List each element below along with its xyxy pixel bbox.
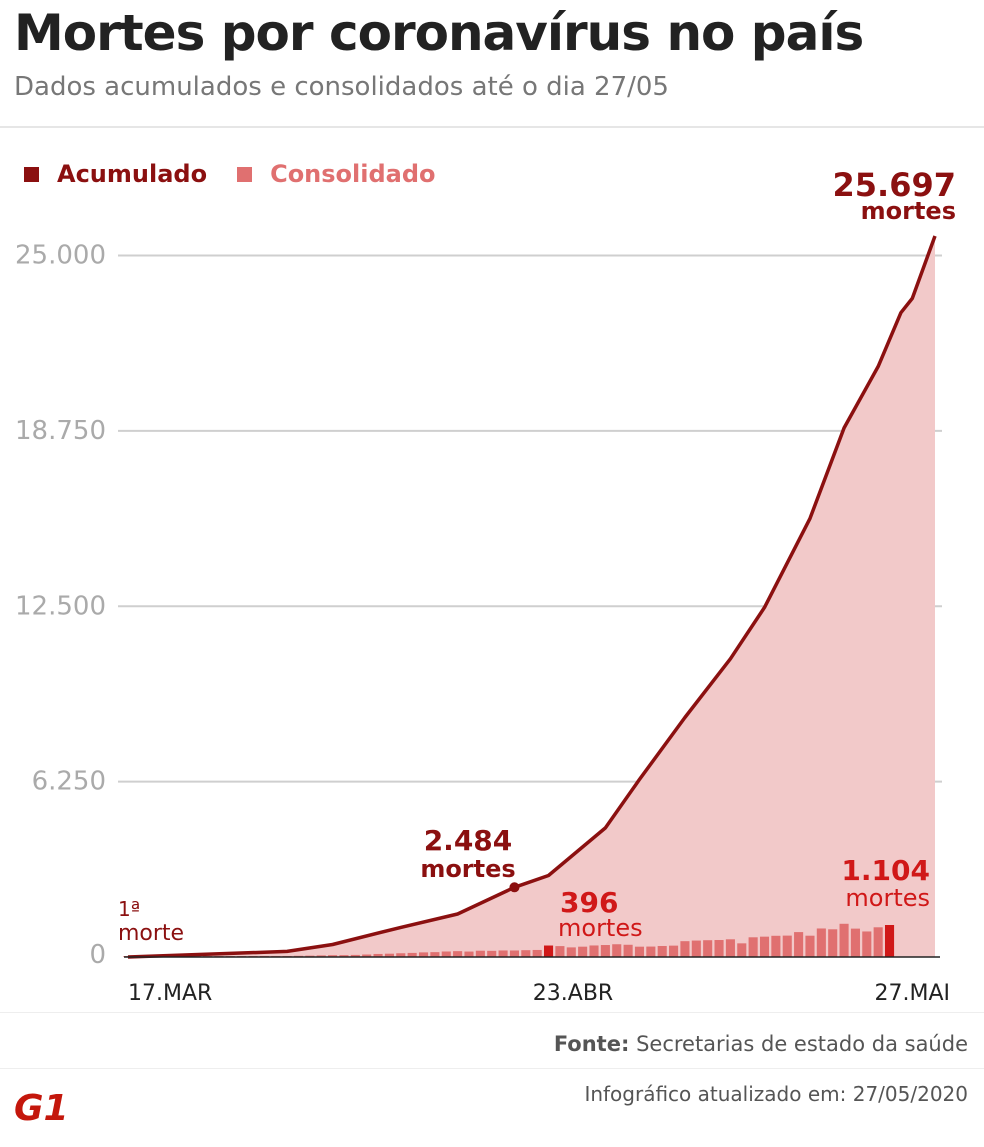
annotation-396-unit: mortes bbox=[558, 914, 643, 942]
legend-item-consolidado: Consolidado bbox=[237, 160, 436, 188]
legend: Acumulado Consolidado bbox=[24, 160, 466, 188]
consolidated-bar bbox=[521, 950, 531, 957]
consolidated-bar bbox=[646, 946, 656, 957]
source-note: Fonte: Secretarias de estado da saúde bbox=[554, 1032, 968, 1056]
consolidated-bar bbox=[714, 940, 724, 957]
annotation-first-death-ordinal: 1ª bbox=[118, 897, 140, 921]
y-tick-label: 25.000 bbox=[15, 241, 106, 271]
consolidated-bar bbox=[737, 943, 747, 957]
consolidated-bar bbox=[680, 941, 690, 957]
annotation-total-value: 25.697 bbox=[833, 166, 956, 204]
y-tick-label: 18.750 bbox=[15, 416, 106, 446]
updated-note: Infográfico atualizado em: 27/05/2020 bbox=[584, 1082, 968, 1106]
consolidated-bar bbox=[544, 945, 554, 957]
annotation-marker bbox=[509, 882, 520, 893]
consolidated-bar bbox=[691, 940, 701, 957]
consolidated-bar bbox=[362, 954, 372, 957]
consolidated-bar bbox=[453, 951, 463, 957]
header-divider bbox=[0, 126, 984, 128]
consolidated-bar bbox=[850, 928, 860, 957]
consolidated-bar bbox=[339, 955, 349, 957]
source-text: Secretarias de estado da saúde bbox=[636, 1032, 968, 1056]
consolidated-bar bbox=[578, 946, 588, 957]
consolidated-bar bbox=[373, 953, 383, 957]
consolidated-bar bbox=[475, 950, 485, 957]
consolidated-bar bbox=[759, 936, 770, 957]
consolidated-bar bbox=[418, 952, 429, 957]
annotation-1104-value: 1.104 bbox=[841, 854, 930, 887]
legend-item-acumulado: Acumulado bbox=[24, 160, 207, 188]
consolidated-bar bbox=[828, 929, 838, 957]
chart-subtitle: Dados acumulados e consolidados até o di… bbox=[14, 72, 669, 102]
consolidated-bar bbox=[771, 935, 781, 957]
consolidated-bar bbox=[669, 945, 679, 957]
legend-label-consolidado: Consolidado bbox=[270, 160, 436, 188]
consolidated-bar bbox=[816, 928, 826, 957]
consolidated-bar bbox=[725, 939, 735, 957]
annotation-396-value: 396 bbox=[560, 886, 618, 919]
consolidated-bar bbox=[441, 951, 451, 957]
consolidated-bar bbox=[487, 950, 497, 957]
consolidated-bar bbox=[623, 944, 633, 957]
annotation-first-death-label: morte bbox=[118, 921, 184, 946]
footer-divider-2 bbox=[0, 1068, 984, 1069]
consolidated-bar bbox=[600, 945, 610, 957]
footer-divider bbox=[0, 1012, 984, 1013]
consolidated-bar bbox=[350, 954, 360, 957]
consolidated-bar bbox=[532, 949, 542, 957]
consolidated-bar bbox=[805, 935, 815, 957]
annotation-2484-unit: mortes bbox=[420, 855, 515, 883]
consolidated-bar bbox=[509, 950, 519, 957]
consolidated-bar bbox=[384, 953, 394, 957]
consolidated-bar bbox=[328, 955, 338, 957]
consolidated-bar bbox=[873, 927, 883, 957]
x-tick-label: 23.ABR bbox=[533, 981, 613, 1006]
consolidated-bar bbox=[430, 952, 440, 957]
consolidated-bar bbox=[396, 953, 406, 957]
consolidated-bar bbox=[782, 935, 792, 957]
consolidated-bar bbox=[464, 951, 474, 957]
legend-swatch-consolidado bbox=[237, 166, 253, 182]
consolidated-bar bbox=[839, 923, 849, 957]
x-tick-label: 17.MAR bbox=[128, 981, 212, 1006]
accumulated-area bbox=[128, 236, 935, 957]
consolidated-bar bbox=[407, 952, 417, 957]
x-tick-label: 27.MAI bbox=[874, 981, 950, 1006]
g1-logo-icon: G1 bbox=[14, 1086, 78, 1130]
consolidated-bar bbox=[794, 932, 804, 957]
annotation-total-unit: mortes bbox=[861, 197, 956, 225]
consolidated-bar bbox=[884, 925, 895, 957]
consolidated-bar bbox=[657, 945, 667, 957]
consolidated-bar bbox=[555, 946, 565, 957]
consolidated-bar bbox=[566, 947, 576, 957]
consolidated-bar bbox=[748, 937, 758, 957]
y-tick-label: 12.500 bbox=[15, 591, 106, 621]
consolidated-bar bbox=[634, 946, 645, 957]
chart-title: Mortes por coronavírus no país bbox=[14, 4, 864, 62]
y-tick-label: 0 bbox=[89, 940, 106, 970]
consolidated-bar bbox=[498, 950, 508, 957]
source-label: Fonte: bbox=[553, 1032, 630, 1056]
consolidated-bar bbox=[862, 931, 872, 957]
logo-text: G1 bbox=[14, 1088, 69, 1126]
annotation-1104-unit: mortes bbox=[845, 884, 930, 912]
consolidated-bar bbox=[316, 955, 326, 957]
legend-swatch-acumulado bbox=[24, 166, 39, 182]
consolidated-bar bbox=[703, 940, 713, 957]
chart-area: 0 6.250 12.500 18.750 25.000 17.MAR 23.ABR 27.… bbox=[15, 166, 956, 1006]
annotation-2484-value: 2.484 bbox=[424, 824, 513, 857]
consolidated-bar bbox=[589, 945, 599, 957]
consolidated-bar bbox=[612, 944, 622, 957]
accumulated-line bbox=[127, 235, 937, 959]
legend-label-acumulado: Acumulado bbox=[57, 160, 208, 188]
y-tick-label: 6.250 bbox=[32, 767, 106, 797]
